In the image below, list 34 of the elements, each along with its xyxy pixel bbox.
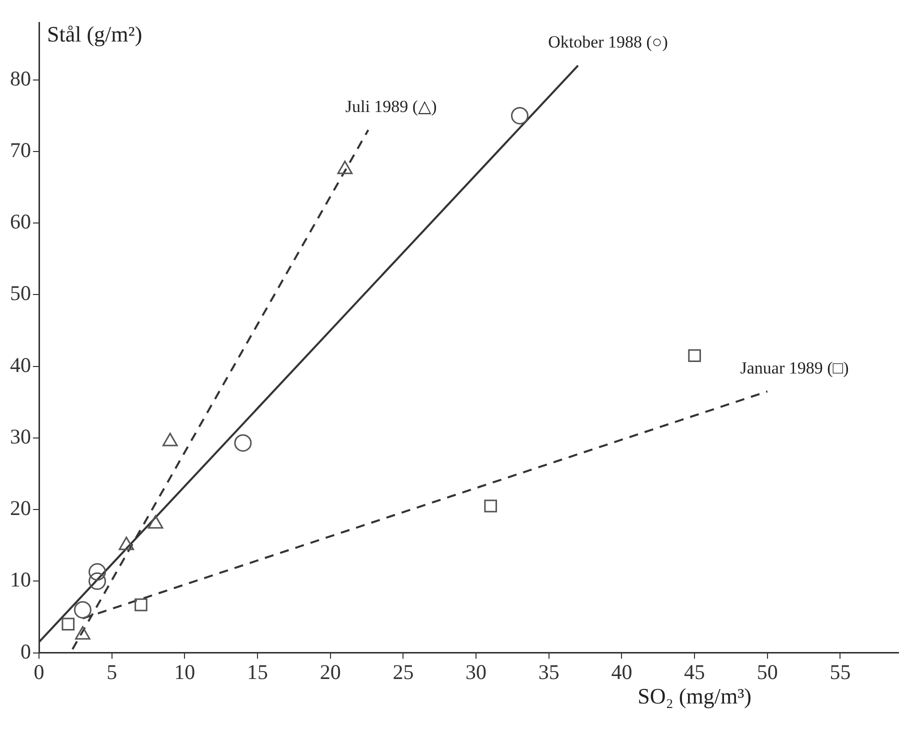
y-tick-label: 10 xyxy=(10,568,31,592)
point xyxy=(88,572,106,590)
point xyxy=(88,563,106,581)
annotation: Juli 1989 (△) xyxy=(345,96,437,116)
point xyxy=(234,434,252,452)
y-tick-label: 80 xyxy=(10,66,31,90)
y-tick-label: 50 xyxy=(10,281,31,306)
y-tick-label: 70 xyxy=(10,138,31,162)
point xyxy=(74,601,92,619)
point xyxy=(62,618,75,631)
x-tick-label: 30 xyxy=(466,660,487,684)
x-tick-label: 20 xyxy=(320,660,341,684)
point xyxy=(510,106,528,124)
x-tick-label: 15 xyxy=(247,660,268,684)
y-tick-label: 60 xyxy=(10,210,31,234)
x-axis-title: SO₂ (mg/m³) xyxy=(638,684,752,709)
annotation: Oktober 1988 (○) xyxy=(548,32,668,52)
x-tick-label: 25 xyxy=(392,660,414,684)
point xyxy=(688,349,701,362)
x-tick-label: 45 xyxy=(684,660,706,684)
y-tick-label: 20 xyxy=(10,496,31,520)
y-tick-label: 40 xyxy=(10,352,31,377)
x-tick-label: 55 xyxy=(830,660,851,684)
x-tick-label: 40 xyxy=(611,660,632,684)
y-axis-title: Stål (g/m²) xyxy=(47,21,142,46)
point xyxy=(484,500,498,512)
y-tick-label: 0 xyxy=(20,639,31,664)
x-tick-label: 50 xyxy=(756,660,778,684)
point xyxy=(134,598,148,612)
x-tick-label: 10 xyxy=(174,660,196,684)
x-tick-label: 35 xyxy=(538,660,560,684)
x-tick-label: 5 xyxy=(106,660,118,684)
annotation: Januar 1989 (□) xyxy=(740,358,849,378)
y-tick-label: 30 xyxy=(10,424,31,448)
